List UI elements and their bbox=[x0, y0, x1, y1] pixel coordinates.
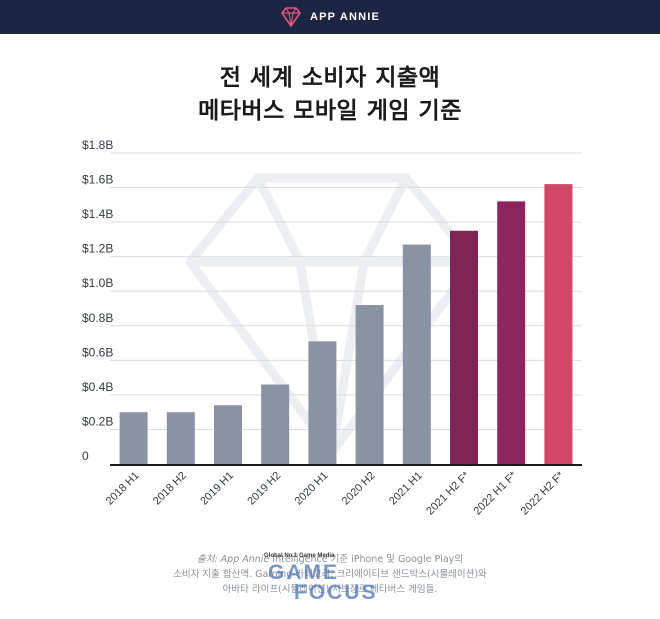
bar bbox=[497, 201, 526, 464]
bar bbox=[166, 412, 195, 464]
bar bbox=[308, 341, 337, 464]
x-tick-label: 2018 H1 bbox=[104, 470, 142, 508]
header-bar: APP ANNIE bbox=[0, 0, 660, 34]
chart-title-line1: 전 세계 소비자 지출액 bbox=[219, 65, 441, 91]
bar bbox=[450, 230, 478, 464]
y-tick-label: $0.2B bbox=[82, 414, 113, 428]
app-annie-logo-icon bbox=[281, 7, 301, 27]
x-tick-label: 2021 H2 F* bbox=[424, 469, 472, 517]
bar bbox=[119, 412, 148, 464]
footnote-line2: 소비자 지출 합산액. Gaming 카테고리: 크리에이티브 샌드박스(시뮬레… bbox=[173, 569, 487, 580]
watermark-word-focus: FOCUS bbox=[294, 581, 378, 604]
x-tick-label: 2022 H1 F* bbox=[471, 469, 519, 517]
y-tick-label: $1.6B bbox=[82, 173, 113, 187]
watermark-word-game: GAME bbox=[268, 561, 339, 584]
bar bbox=[261, 384, 290, 464]
y-tick-label: $0.6B bbox=[82, 345, 113, 359]
bar bbox=[402, 244, 431, 464]
y-tick-label: $1.4B bbox=[82, 207, 113, 221]
x-tick-label: 2019 H1 bbox=[198, 470, 236, 508]
y-tick-label: $1.8B bbox=[82, 138, 113, 152]
gamefocus-watermark: Global No.1 Game Media GAME FOCUS bbox=[250, 553, 400, 613]
x-tick-label: 2021 H1 bbox=[387, 470, 425, 508]
x-tick-label: 2022 H2 F* bbox=[519, 469, 567, 517]
x-tick-label: 2019 H2 bbox=[245, 470, 283, 508]
chart-title-line2: 메타버스 모바일 게임 기준 bbox=[198, 98, 462, 124]
x-tick-label: 2020 H1 bbox=[293, 470, 331, 508]
brand: APP ANNIE bbox=[280, 7, 380, 27]
y-tick-label: $1.0B bbox=[82, 276, 113, 290]
source-footnote: 출처: App Annie Intelligence 기준 iPhone 및 G… bbox=[140, 552, 520, 597]
bar bbox=[355, 305, 384, 464]
brand-name: APP ANNIE bbox=[309, 11, 381, 23]
y-tick-label: $0.4B bbox=[82, 380, 113, 394]
x-tick-label: 2018 H2 bbox=[151, 470, 189, 508]
footnote-line3: 아바타 라이프(시뮬레이션) 서브장르 메타버스 게임들. bbox=[222, 584, 438, 595]
footnote-source: 출처: App Annie bbox=[196, 554, 270, 565]
y-tick-label: $0.8B bbox=[82, 311, 113, 325]
bar bbox=[214, 405, 242, 464]
y-tick-label: 0 bbox=[82, 449, 89, 463]
y-tick-label: $1.2B bbox=[82, 242, 113, 256]
x-tick-label: 2020 H2 bbox=[340, 470, 378, 508]
footnote-line1-rest: Intelligence 기준 iPhone 및 Google Play의 bbox=[269, 554, 464, 565]
bar bbox=[544, 184, 573, 464]
watermark-tagline: Global No.1 Game Media bbox=[264, 553, 335, 559]
